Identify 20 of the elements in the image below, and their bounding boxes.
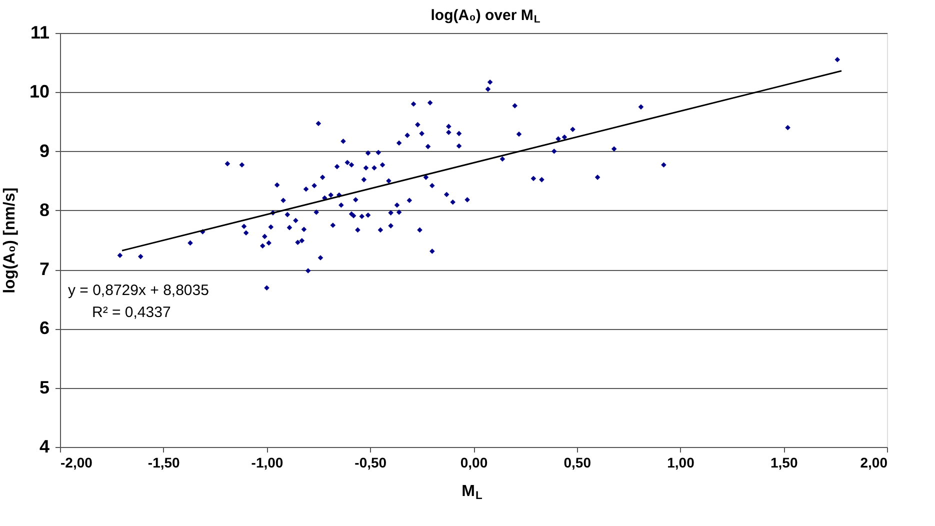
y-tick-label: 8 (39, 200, 50, 220)
x-tick-label: -1,00 (251, 454, 284, 470)
y-tick-label: 11 (30, 22, 50, 42)
y-tick-label: 7 (39, 259, 50, 280)
y-tick-label: 9 (39, 140, 50, 161)
y-tick-label: 6 (39, 318, 50, 338)
x-tick-label: 1,50 (770, 454, 798, 470)
x-tick-label: 1,00 (667, 454, 695, 470)
annotation: y = 0,8729x + 8,8035 (68, 282, 209, 299)
x-tick-label: -0,50 (354, 454, 387, 470)
annotation: R² = 0,4337 (92, 304, 171, 321)
x-tick-label: -1,50 (148, 454, 180, 470)
x-tick-label: 2,00 (860, 454, 888, 470)
y-tick-label: 4 (39, 436, 50, 456)
x-tick-label: 0,00 (460, 454, 488, 470)
x-tick-label: 0,50 (564, 454, 592, 470)
y-tick-label: 10 (29, 82, 50, 102)
y-tick-label: 5 (39, 377, 50, 398)
y-axis-title: log(A₀) [nm/s] (1, 188, 18, 294)
x-tick-label: -2,00 (60, 454, 93, 470)
